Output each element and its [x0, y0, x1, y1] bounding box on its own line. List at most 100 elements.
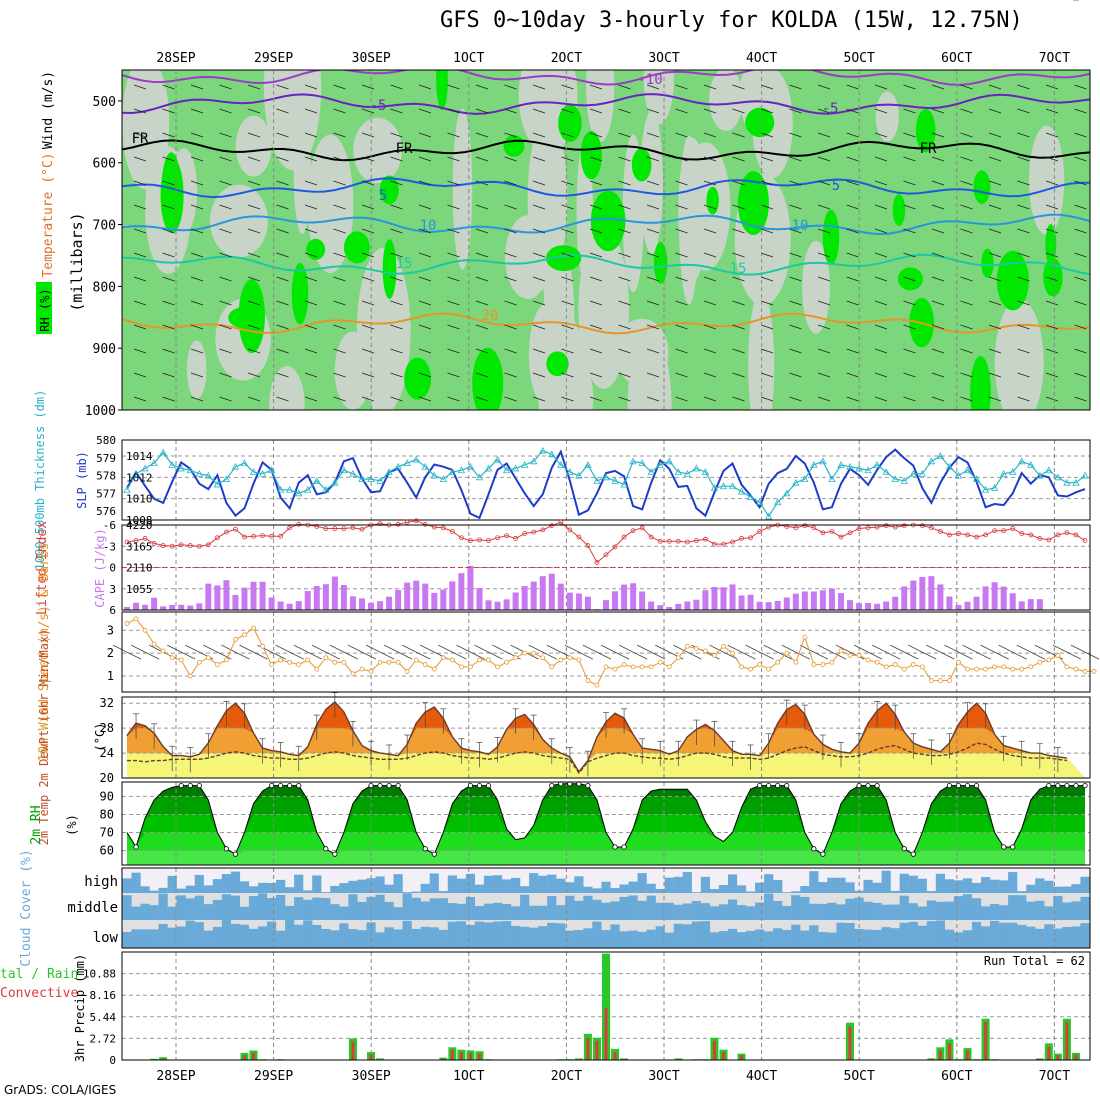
rh-low-area: [578, 229, 629, 389]
rh2m-point: [396, 783, 400, 787]
cape-bar: [350, 596, 356, 610]
cloud-bar: [131, 929, 140, 948]
wind-speed-point: [1056, 653, 1060, 657]
cloud-bar: [692, 892, 701, 893]
wind-speed-point: [966, 667, 970, 671]
cloud-bar: [466, 874, 475, 893]
rh-high-area: [823, 210, 839, 265]
cloud-bar: [701, 903, 710, 920]
cloud-bar: [294, 875, 303, 893]
wind-speed-point: [197, 660, 201, 664]
cape-bar: [160, 606, 166, 610]
cape-bar: [811, 591, 817, 610]
cloud-bar: [439, 898, 448, 920]
cloud-bar: [836, 904, 845, 920]
cape-bar: [702, 590, 708, 610]
wind-speed-point: [432, 667, 436, 671]
cloud-bar: [484, 876, 493, 893]
cloud-bar: [457, 921, 466, 948]
rh-high-area: [436, 49, 448, 111]
cloud-bar: [692, 901, 701, 920]
rh2m-point: [233, 852, 237, 856]
cloud-bar: [990, 904, 999, 920]
wind-speed-point: [125, 621, 129, 625]
x-tick-label-top: 28SEP: [156, 51, 195, 66]
wind-speed-point: [405, 669, 409, 673]
cloud-bar: [1080, 897, 1089, 920]
cloud-bar: [656, 889, 665, 893]
lifted-tick-label: 0: [109, 562, 116, 575]
rh-low-area: [187, 340, 207, 398]
cape-tick-label: 3165: [126, 540, 153, 553]
cape-bar: [847, 600, 853, 610]
cloud-bar: [601, 903, 610, 920]
rh-low-area: [709, 68, 743, 131]
cape-bar: [1037, 599, 1043, 610]
cloud-bar: [448, 922, 457, 948]
cloud-bar: [547, 896, 556, 920]
cloud-bar: [683, 924, 692, 948]
cape-bar: [377, 601, 383, 610]
cloud-bar: [1008, 872, 1017, 893]
precip-convective-bar: [713, 1041, 716, 1060]
cape-bar: [241, 588, 247, 610]
precip-convective-bar: [586, 1038, 589, 1060]
cloud-bar: [150, 929, 159, 948]
cloud-bar: [502, 879, 511, 893]
wind-speed-point: [857, 653, 861, 657]
cloud-bar: [276, 880, 285, 893]
wind-speed-point: [821, 663, 825, 667]
cloud-bar: [918, 907, 927, 920]
cloud-bar: [529, 928, 538, 948]
cloud-bar: [168, 907, 177, 920]
wind-speed-point: [351, 672, 355, 676]
cloud-bar: [764, 931, 773, 948]
cloud-bar: [701, 921, 710, 948]
wind-speed-point: [667, 665, 671, 669]
x-tick-label-top: 4OCT: [746, 51, 777, 66]
cloud-bar: [258, 926, 267, 948]
rh-high-area: [632, 148, 652, 181]
cape-bar: [260, 582, 266, 610]
cloud-axis-label: Cloud Cover (%): [19, 849, 34, 966]
t2m-tick-label: 32: [100, 696, 114, 710]
lifted-tick-label: 6: [109, 604, 116, 617]
cape-bar: [585, 597, 591, 610]
rh2m-point: [586, 783, 590, 787]
cloud-bar: [900, 874, 909, 893]
slp-tick-label: 1014: [126, 450, 153, 463]
rh2m-point: [757, 783, 761, 787]
cloud-bar: [638, 932, 647, 948]
cloud-bar: [1071, 927, 1080, 948]
credit-text: GrADS: COLA/IGES: [4, 1083, 116, 1097]
cloud-bar: [891, 905, 900, 920]
rh2m-point: [297, 783, 301, 787]
y-axis-label-millibars: (millibars): [68, 212, 86, 311]
rh2m-point: [333, 852, 337, 856]
cape-bar: [630, 583, 636, 610]
cape-bar: [757, 602, 763, 610]
cloud-bar: [222, 894, 231, 920]
cloud-bar: [303, 900, 312, 920]
rh-low-area: [269, 366, 305, 444]
cloud-bar: [845, 923, 854, 948]
rh-high-area: [472, 348, 503, 420]
cape-bar: [323, 584, 329, 610]
cloud-bar: [240, 907, 249, 920]
cloud-bar: [204, 885, 213, 893]
rh2m-point: [432, 852, 436, 856]
cloud-bar: [493, 921, 502, 948]
precip-convective-bar: [740, 1055, 743, 1060]
wind-panel-bg: [122, 612, 1090, 692]
wind-speed-point: [378, 660, 382, 664]
cloud-bar: [701, 877, 710, 893]
cape-bar: [305, 591, 311, 610]
cape-bar: [142, 605, 148, 610]
cape-bar: [296, 601, 302, 610]
wind-speed-point: [1047, 658, 1051, 662]
cloud-bar: [882, 871, 891, 893]
cloud-bar: [954, 896, 963, 920]
wind-speed-point: [206, 656, 210, 660]
cloud-bar: [592, 888, 601, 893]
cloud-bar: [348, 881, 357, 893]
